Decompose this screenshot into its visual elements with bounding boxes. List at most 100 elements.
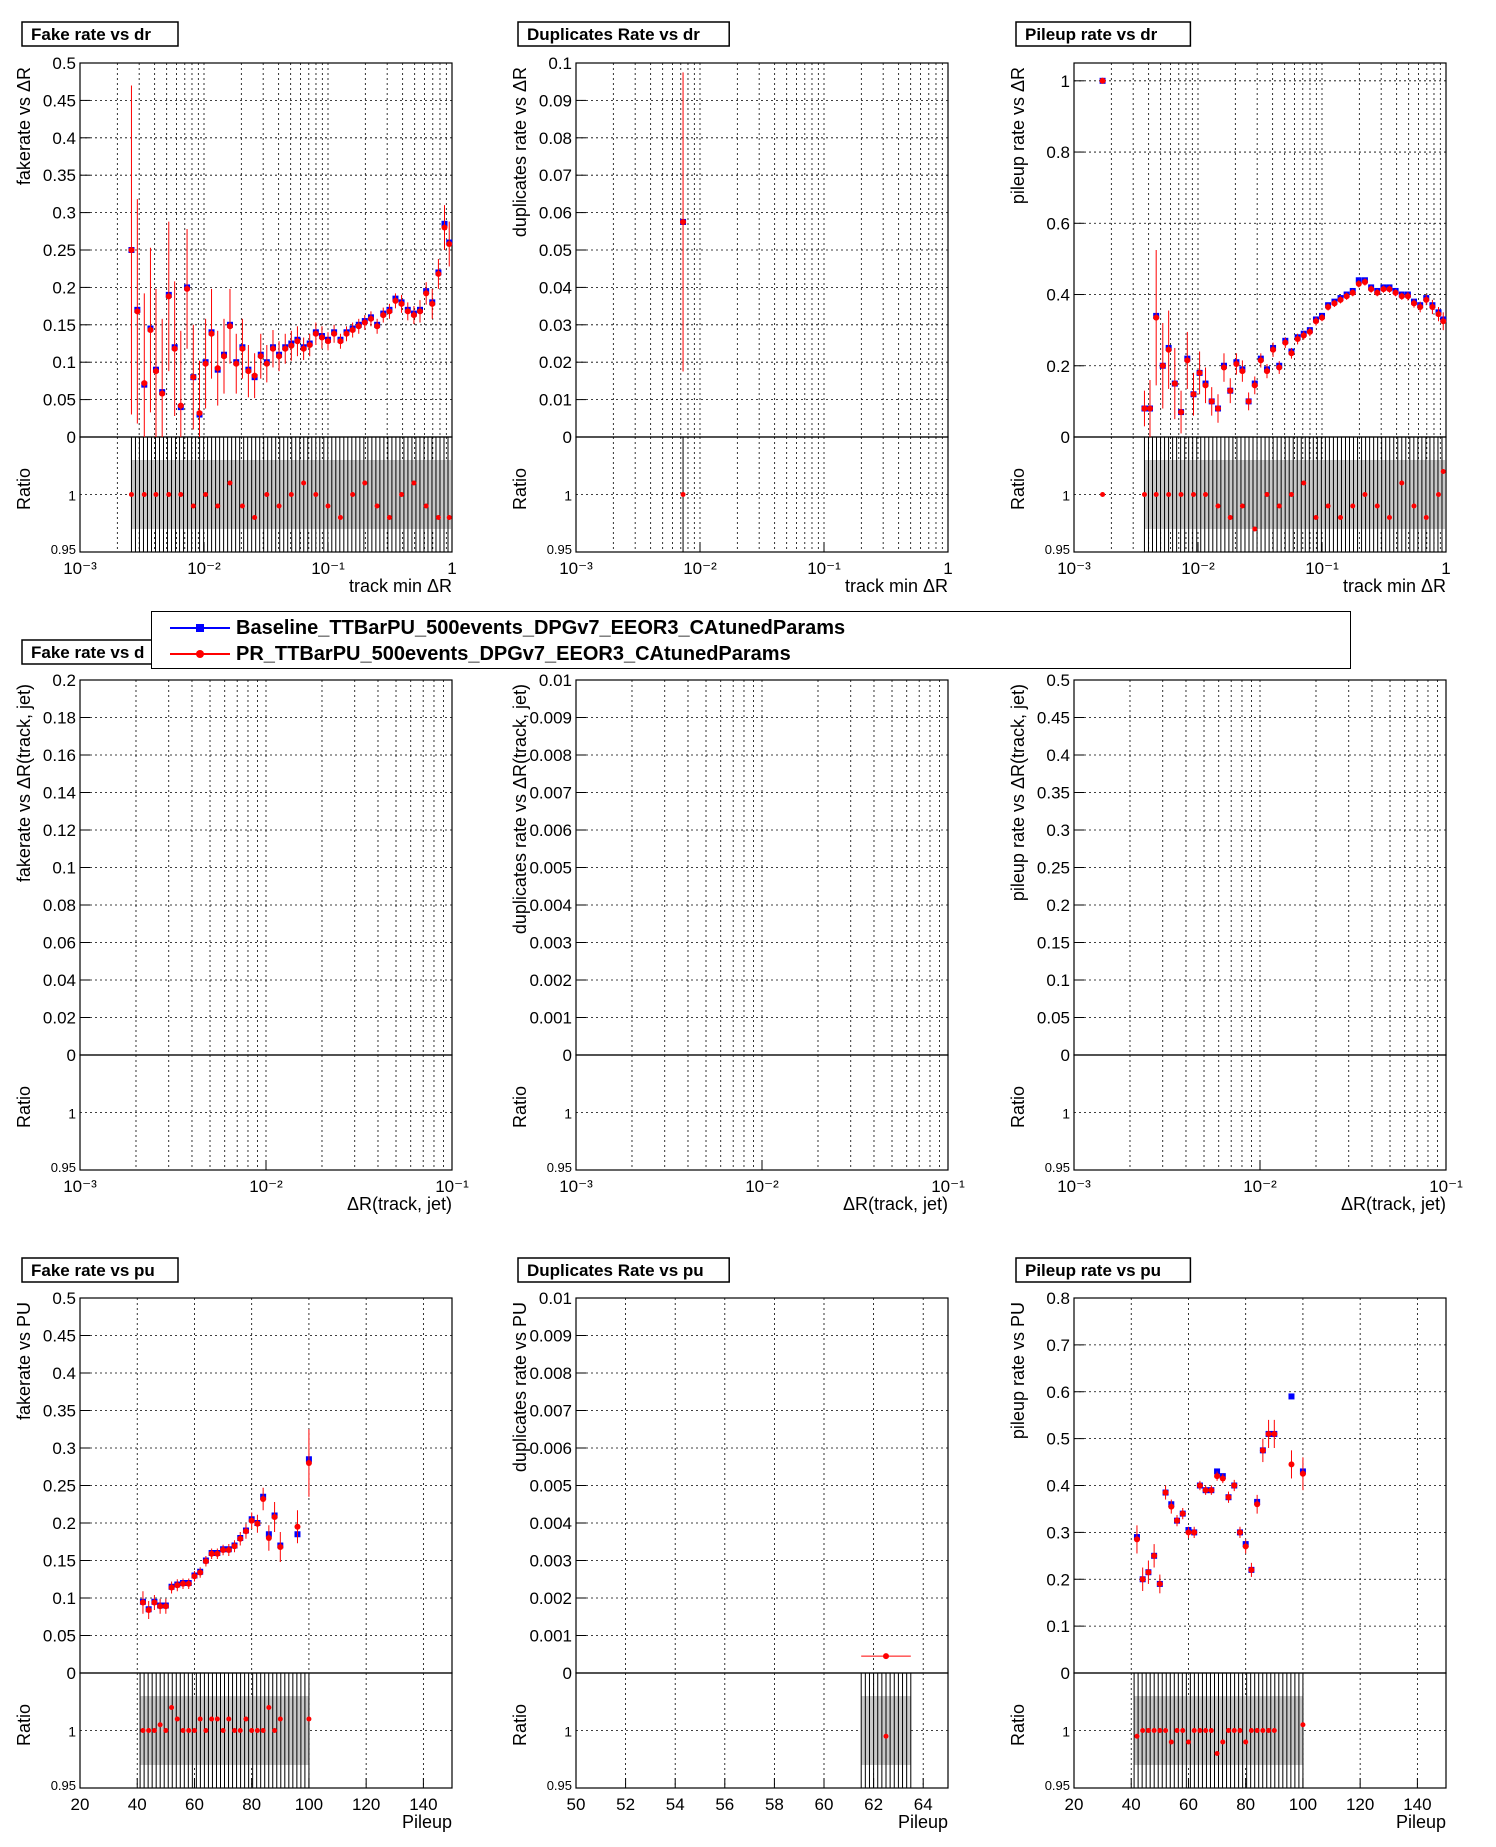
pr-point <box>331 330 338 337</box>
x-tick-label: 52 <box>616 1795 635 1814</box>
pr-point <box>1429 303 1436 310</box>
pr-point <box>1156 1580 1163 1587</box>
pr-point <box>226 323 233 330</box>
y-tick-label: 0.35 <box>1037 784 1070 803</box>
ratio-point <box>226 1716 232 1722</box>
x-tick-label: 10⁻¹ <box>311 559 345 578</box>
y-tick-label: 0.01 <box>539 671 572 690</box>
pr-point <box>214 1550 221 1557</box>
panel-title: Duplicates Rate vs dr <box>527 25 700 44</box>
ratio-point <box>1374 503 1380 509</box>
ratio-point <box>178 492 184 497</box>
pr-point <box>171 345 178 352</box>
x-tick-label: 1 <box>1441 559 1450 578</box>
pr-point <box>1331 300 1338 307</box>
ratio-tick-label: 0.95 <box>547 1160 572 1175</box>
pr-point <box>1386 286 1393 293</box>
pr-point <box>196 410 203 417</box>
pr-point <box>1288 1461 1295 1468</box>
ratio-point <box>1180 1728 1186 1733</box>
y-tick-label: 0.09 <box>539 91 572 110</box>
pr-point <box>139 1599 146 1606</box>
y-axis-label: pileup rate vs ΔR <box>1008 67 1028 204</box>
y-tick-label: 0.6 <box>1046 214 1070 233</box>
ratio-point <box>386 515 392 520</box>
ratio-point <box>272 1728 278 1733</box>
panel-title: Fake rate vs d <box>31 643 144 662</box>
pr-point <box>1196 1482 1203 1489</box>
pr-point <box>208 1550 215 1557</box>
y-tick-label: 0.4 <box>52 129 76 148</box>
x-axis-label: track min ΔR <box>349 576 452 596</box>
ratio-point <box>1197 1728 1203 1733</box>
ratio-point <box>174 1716 180 1722</box>
pr-point <box>361 319 368 326</box>
y-axis-label: pileup rate vs PU <box>1008 1302 1028 1439</box>
pr-point <box>1231 1482 1238 1489</box>
ratio-point <box>153 492 159 497</box>
y-tick-label: 0.5 <box>52 54 76 73</box>
ratio-tick-label: 0.95 <box>547 542 572 557</box>
y-tick-label: 0.14 <box>43 784 76 803</box>
pr-point <box>257 353 264 360</box>
pr-point <box>1220 364 1227 371</box>
ratio-point <box>260 1728 266 1733</box>
ratio-tick-label: 1 <box>1062 488 1070 504</box>
ratio-axis-label: Ratio <box>510 1086 530 1128</box>
ratio-point <box>128 492 134 497</box>
x-tick-label: 10⁻¹ <box>931 1177 965 1196</box>
ratio-frame <box>79 1672 453 1789</box>
pr-point <box>312 330 319 337</box>
ratio-point <box>337 515 343 520</box>
panel-pu-pu: Pileup rate vs pu 0.1 0.2 0.3 0.4 0.5 0.6 0.7 0.… <box>1008 1257 1447 1832</box>
ratio-point <box>232 1728 238 1733</box>
pr-point <box>1265 1430 1272 1437</box>
pr-point <box>165 293 172 300</box>
y-tick-label: 0.1 <box>1046 971 1070 990</box>
ratio-point <box>1145 1728 1151 1733</box>
legend-label-pr: PR_TTBarPU_500events_DPGv7_EEOR3_CAtuned… <box>236 643 791 665</box>
y-tick-label: 0.25 <box>1037 859 1070 878</box>
grid-lines <box>80 679 452 1170</box>
ratio-tick-label: 0.95 <box>51 1160 76 1175</box>
ratio-tick-label: 1 <box>1062 1106 1070 1122</box>
y-tick-label: 0.007 <box>529 1402 572 1421</box>
y-tick-label: 0.009 <box>529 709 572 728</box>
ratio-point <box>190 503 196 509</box>
grid-lines <box>576 679 948 1170</box>
ratio-point <box>237 1728 243 1733</box>
pr-point <box>265 1535 272 1541</box>
ratio-point <box>306 1716 312 1722</box>
ratio-uncertainty-band <box>1144 460 1446 529</box>
y-tick-label: 1 <box>1061 72 1070 91</box>
ratio-tick-label: 1 <box>68 1106 76 1122</box>
ratio-point <box>209 1716 215 1722</box>
y-tick-label-zero: 0 <box>563 1664 572 1683</box>
pr-point <box>1374 289 1381 296</box>
panel-pu-drj: 0.05 0.1 0.15 0.2 0.25 0.3 0.35 0.4 0.45 0.5 0 1 0.9… <box>1008 671 1463 1214</box>
y-tick-label-zero: 0 <box>1061 1664 1070 1683</box>
ratio-point <box>1208 1728 1214 1733</box>
ratio-point <box>254 1728 260 1733</box>
x-tick-label: 10⁻¹ <box>1305 559 1339 578</box>
pr-point <box>214 365 221 372</box>
x-tick-label: 50 <box>567 1795 586 1814</box>
ratio-point <box>166 492 172 497</box>
pr-point <box>162 1603 169 1610</box>
ratio-point <box>1151 1728 1157 1733</box>
y-tick-label-zero: 0 <box>1061 1046 1070 1065</box>
pr-point <box>883 1653 889 1660</box>
pr-point <box>294 338 301 345</box>
pr-point <box>1411 300 1418 307</box>
ratio-tick-label: 1 <box>68 488 76 504</box>
ratio-point <box>180 1728 186 1733</box>
y-tick-label: 0.2 <box>52 278 76 297</box>
x-tick-label: 10⁻¹ <box>807 559 841 578</box>
x-tick-label: 62 <box>864 1795 883 1814</box>
pr-point <box>202 1558 209 1565</box>
pr-point <box>1270 346 1277 353</box>
x-tick-label: 10⁻³ <box>1057 1177 1091 1196</box>
pr-point <box>220 1547 227 1553</box>
x-tick-label: 40 <box>128 1795 147 1814</box>
panel-title-box <box>517 1257 730 1283</box>
